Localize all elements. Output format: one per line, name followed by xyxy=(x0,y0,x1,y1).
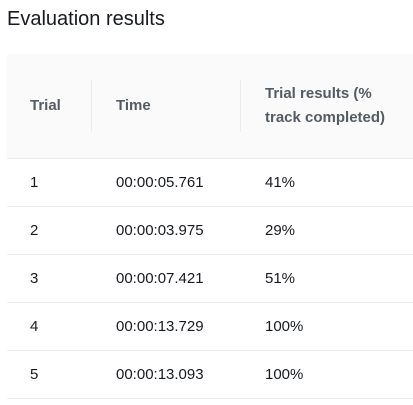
time-cell: 00:00:13.729 xyxy=(92,302,241,351)
table-header-row: Trial Time Trial results (% track comple… xyxy=(7,54,413,159)
trial-cell: 3 xyxy=(7,254,92,303)
column-header-time-label: Time xyxy=(116,97,151,114)
column-resizer[interactable] xyxy=(91,80,92,132)
table-row: 2 00:00:03.975 29% xyxy=(7,206,413,255)
table-row: 4 00:00:13.729 100% xyxy=(7,302,413,351)
evaluation-results-table: Trial Time Trial results (% track comple… xyxy=(7,54,413,399)
trial-cell: 5 xyxy=(7,350,92,399)
result-cell: 29% xyxy=(241,206,413,255)
panel-title: Evaluation results xyxy=(7,8,165,30)
column-header-time[interactable]: Time xyxy=(92,54,241,159)
table-row: 1 00:00:05.761 41% xyxy=(7,158,413,207)
column-header-trial[interactable]: Trial xyxy=(7,54,92,159)
result-cell: 41% xyxy=(241,158,413,207)
trial-cell: 2 xyxy=(7,206,92,255)
trial-cell: 4 xyxy=(7,302,92,351)
table-row: 3 00:00:07.421 51% xyxy=(7,254,413,303)
result-cell: 51% xyxy=(241,254,413,303)
result-cell: 100% xyxy=(241,302,413,351)
trial-cell: 1 xyxy=(7,158,92,207)
result-cell: 100% xyxy=(241,350,413,399)
column-header-trial-results-label: Trial results (% track completed) xyxy=(265,85,386,126)
time-cell: 00:00:03.975 xyxy=(92,206,241,255)
column-header-trial-results[interactable]: Trial results (% track completed) xyxy=(241,54,413,159)
time-cell: 00:00:05.761 xyxy=(92,158,241,207)
column-header-trial-label: Trial xyxy=(30,97,61,114)
table-row: 5 00:00:13.093 100% xyxy=(7,350,413,399)
time-cell: 00:00:07.421 xyxy=(92,254,241,303)
column-resizer[interactable] xyxy=(240,80,241,132)
time-cell: 00:00:13.093 xyxy=(92,350,241,399)
